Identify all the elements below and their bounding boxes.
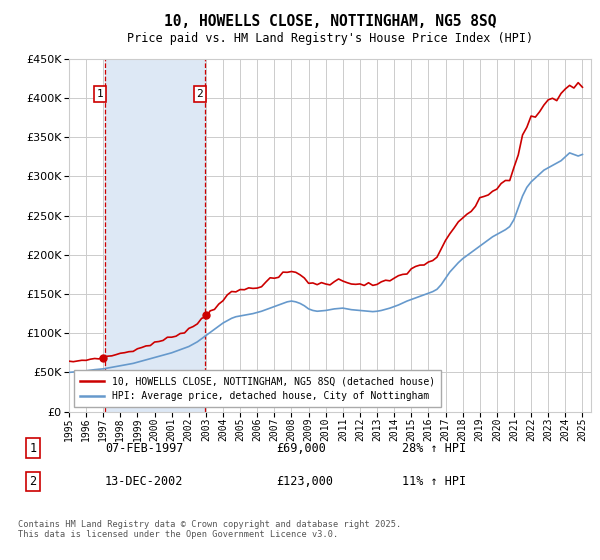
Text: 28% ↑ HPI: 28% ↑ HPI — [402, 441, 466, 455]
Text: 2: 2 — [29, 475, 37, 488]
Text: Price paid vs. HM Land Registry's House Price Index (HPI): Price paid vs. HM Land Registry's House … — [127, 32, 533, 45]
Text: 11% ↑ HPI: 11% ↑ HPI — [402, 475, 466, 488]
Text: 1: 1 — [29, 441, 37, 455]
Text: 1: 1 — [97, 89, 103, 99]
Legend: 10, HOWELLS CLOSE, NOTTINGHAM, NG5 8SQ (detached house), HPI: Average price, det: 10, HOWELLS CLOSE, NOTTINGHAM, NG5 8SQ (… — [74, 370, 441, 407]
Text: Contains HM Land Registry data © Crown copyright and database right 2025.
This d: Contains HM Land Registry data © Crown c… — [18, 520, 401, 539]
Text: 10, HOWELLS CLOSE, NOTTINGHAM, NG5 8SQ: 10, HOWELLS CLOSE, NOTTINGHAM, NG5 8SQ — [164, 14, 496, 29]
Text: 07-FEB-1997: 07-FEB-1997 — [105, 441, 184, 455]
Bar — [105, 59, 205, 412]
Text: £69,000: £69,000 — [276, 441, 326, 455]
Text: 2: 2 — [197, 89, 203, 99]
Text: 13-DEC-2002: 13-DEC-2002 — [105, 475, 184, 488]
Text: £123,000: £123,000 — [276, 475, 333, 488]
